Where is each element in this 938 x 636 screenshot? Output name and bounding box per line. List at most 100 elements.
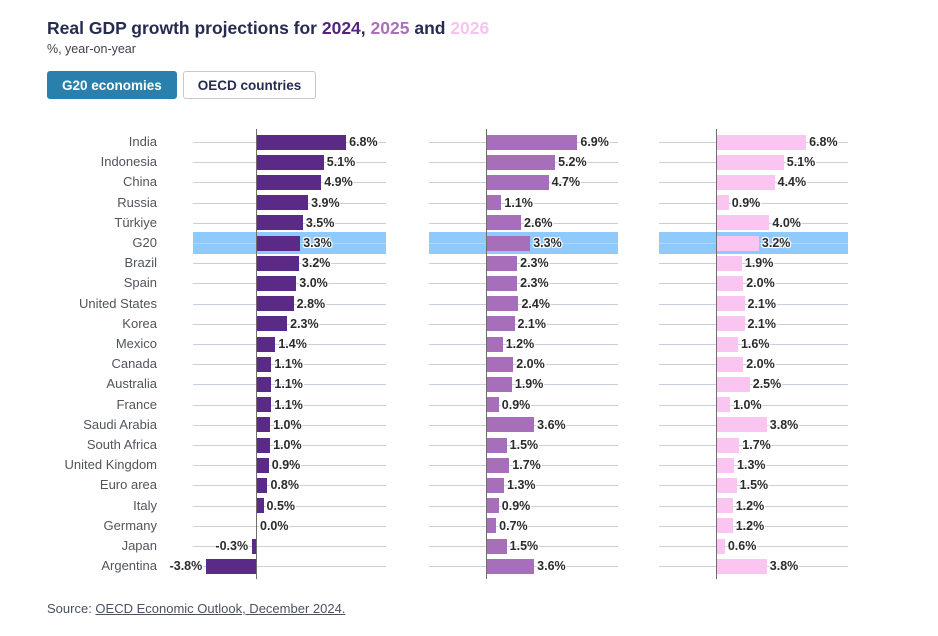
value-label: 1.5% [739, 478, 769, 493]
bar-2025-t-rkiye [487, 215, 522, 231]
category-label-united-states: United States [78, 295, 157, 311]
bar-2026-euro-area [717, 477, 737, 493]
gridline [193, 546, 386, 547]
category-label-australia: Australia [106, 376, 157, 392]
gridline [659, 303, 848, 305]
value-label: 6.9% [580, 135, 609, 149]
category-label-korea: Korea [122, 315, 157, 331]
bar-2025-russia [487, 195, 502, 211]
bar-2025-euro-area [487, 477, 505, 493]
source-link[interactable]: OECD Economic Outlook, December 2024. [95, 601, 346, 616]
content: Real GDP growth projections for 2024, 20… [47, 18, 938, 616]
category-label-brazil: Brazil [124, 255, 157, 271]
bar-2025-korea [487, 316, 515, 332]
bar-2025-brazil [487, 255, 518, 271]
bar-2026-argentina [717, 558, 767, 574]
bar-2025-japan [487, 538, 507, 554]
bar-2026-saudi-arabia [717, 417, 767, 433]
bar-2026-russia [717, 195, 729, 211]
value-label: 1.1% [274, 397, 303, 412]
value-label: 1.5% [509, 438, 539, 452]
category-label-india: India [128, 134, 157, 149]
value-label: 2.8% [296, 296, 326, 311]
category-label-t-rkiye: Türkiye [114, 214, 157, 230]
category-label-argentina: Argentina [101, 558, 157, 574]
category-label-germany: Germany [103, 517, 157, 533]
value-label: 2.0% [516, 357, 545, 372]
value-label: 3.3% [533, 236, 562, 250]
zero-axis-line [716, 129, 717, 580]
gridline [659, 384, 848, 386]
value-label: 1.3% [507, 478, 536, 493]
gridline [193, 566, 386, 568]
value-label: 3.5% [305, 215, 335, 230]
value-label: 0.7% [499, 518, 528, 533]
value-label: 3.8% [769, 417, 799, 432]
zero-axis-line [256, 129, 257, 580]
title-year-2024: 2024 [321, 18, 361, 38]
year-panel-2026: 6.8% 5.1% 4.4% 0.9% 4.0% 3.2% 1.9% 2.0% 2.1% 2.1%… [659, 129, 848, 580]
value-label: 3.8% [769, 559, 799, 574]
bar-2026-china [717, 174, 775, 190]
bar-2025-india [487, 134, 578, 150]
value-label: 3.0% [299, 276, 328, 291]
bar-2025-saudi-arabia [487, 417, 535, 433]
bar-2025-mexico [487, 336, 503, 352]
value-label: 3.3% [303, 236, 332, 250]
value-label: 2.3% [520, 256, 549, 271]
value-label: 2.1% [747, 316, 777, 331]
value-label: 2.0% [746, 357, 775, 372]
bar-2024-south-africa [257, 437, 271, 453]
category-label-g20: G20 [132, 235, 157, 250]
bar-2026-france [717, 397, 731, 413]
source-prefix: Source: [47, 601, 96, 616]
bar-2026-south-africa [717, 437, 740, 453]
gridline [429, 263, 618, 265]
bar-2025-indonesia [487, 154, 556, 170]
gridline [429, 222, 618, 224]
chart-subtitle: %, year-on-year [47, 42, 136, 56]
value-label: 1.1% [274, 357, 303, 372]
gridline [659, 202, 848, 204]
tab-oecd-countries[interactable]: OECD countries [182, 71, 317, 99]
gridline [659, 283, 848, 285]
category-label-japan: Japan [121, 538, 157, 553]
bar-2026-united-states [717, 296, 745, 312]
gridline [193, 323, 386, 325]
bar-2025-canada [487, 356, 514, 372]
value-label: 5.1% [326, 155, 356, 170]
value-label: 1.2% [735, 518, 765, 533]
value-label: 2.0% [746, 276, 775, 291]
bar-chart: India Indonesia China Russia Türkiye G20 Brazi… [47, 129, 938, 580]
gridline [659, 364, 848, 366]
gridline [193, 404, 386, 406]
gridline [659, 525, 848, 527]
tab-g20-economies[interactable]: G20 economies [47, 71, 177, 99]
gridline [429, 445, 618, 446]
value-label: 1.4% [278, 337, 307, 351]
bar-2024-euro-area [257, 477, 268, 493]
value-label: 1.0% [273, 438, 302, 452]
gridline [429, 505, 618, 507]
bar-2026-korea [717, 316, 745, 332]
gridline [193, 465, 386, 467]
gridline [193, 445, 386, 446]
value-label: 5.2% [558, 155, 587, 170]
value-label: 1.1% [274, 377, 303, 392]
title-prefix: Real GDP growth projections for [47, 18, 322, 38]
value-label: 3.6% [537, 417, 566, 432]
bar-2026-indonesia [717, 154, 784, 170]
bar-2024-indonesia [257, 154, 324, 170]
gridline [429, 283, 618, 285]
category-label-south-africa: South Africa [86, 437, 157, 452]
value-label: 1.0% [273, 417, 302, 432]
gridline [659, 445, 848, 446]
value-label: 0.9% [731, 195, 761, 210]
bar-2024-united-states [257, 296, 294, 312]
value-label: 6.8% [809, 135, 838, 149]
value-label: 1.9% [744, 256, 774, 271]
bar-2026-australia [717, 376, 750, 392]
bar-2025-france [487, 397, 499, 413]
value-label: 0.9% [271, 458, 301, 473]
value-label: 1.6% [740, 337, 770, 351]
